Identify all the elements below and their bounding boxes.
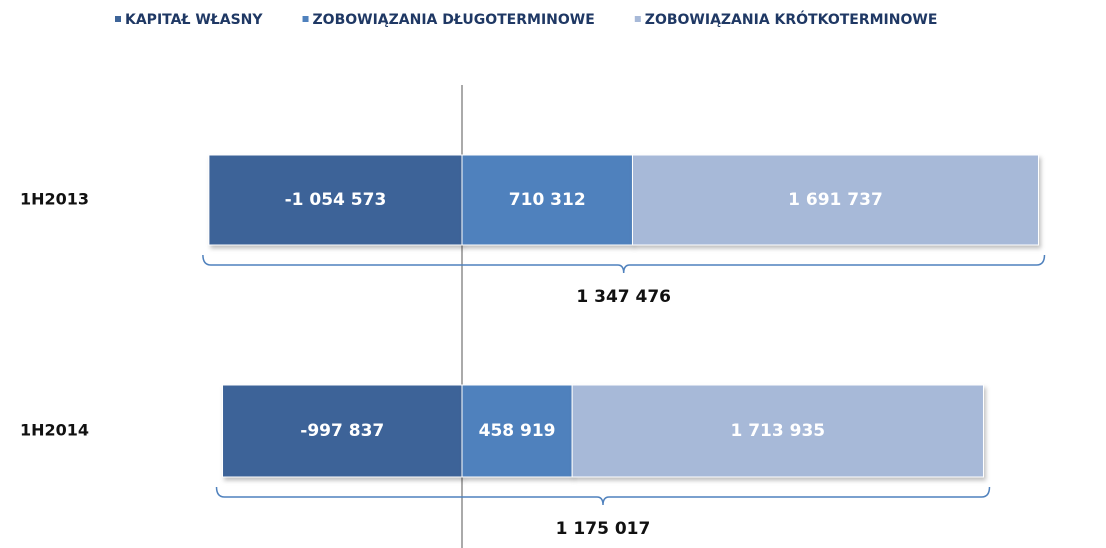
data-label: -1 054 573 bbox=[285, 190, 387, 210]
legend: KAPITAŁ WŁASNY ZOBOWIĄZANIA DŁUGOTERMINOW… bbox=[115, 10, 937, 28]
total-label: 1 175 017 bbox=[556, 519, 651, 539]
legend-label: ZOBOWIĄZANIA DŁUGOTERMINOWE bbox=[313, 12, 595, 28]
total-label: 1 347 476 bbox=[576, 287, 671, 307]
bar-segment bbox=[461, 154, 633, 246]
plot: 1H2013 -1 054 573 710 312 1 691 737 1 347 47… bbox=[20, 85, 1046, 548]
data-label: 1 691 737 bbox=[788, 190, 883, 210]
legend-swatch bbox=[115, 16, 121, 22]
data-label: 458 919 bbox=[479, 421, 556, 441]
category-label: 1H2013 bbox=[20, 190, 89, 209]
legend-swatch bbox=[302, 16, 309, 22]
bar-segment bbox=[208, 154, 463, 246]
legend-label: ZOBOWIĄZANIA KRÓTKOTERMINOWE bbox=[645, 10, 938, 28]
brace bbox=[202, 254, 1046, 274]
brace bbox=[215, 486, 991, 506]
data-label: 710 312 bbox=[509, 190, 586, 210]
legend-label: KAPITAŁ WŁASNY bbox=[125, 12, 263, 28]
data-label: -997 837 bbox=[300, 421, 384, 441]
bar-segment bbox=[571, 384, 984, 478]
category-label: 1H2014 bbox=[20, 421, 89, 440]
bar-segment bbox=[631, 154, 1039, 246]
legend-swatch bbox=[634, 16, 641, 22]
data-label: 1 713 935 bbox=[730, 421, 825, 441]
